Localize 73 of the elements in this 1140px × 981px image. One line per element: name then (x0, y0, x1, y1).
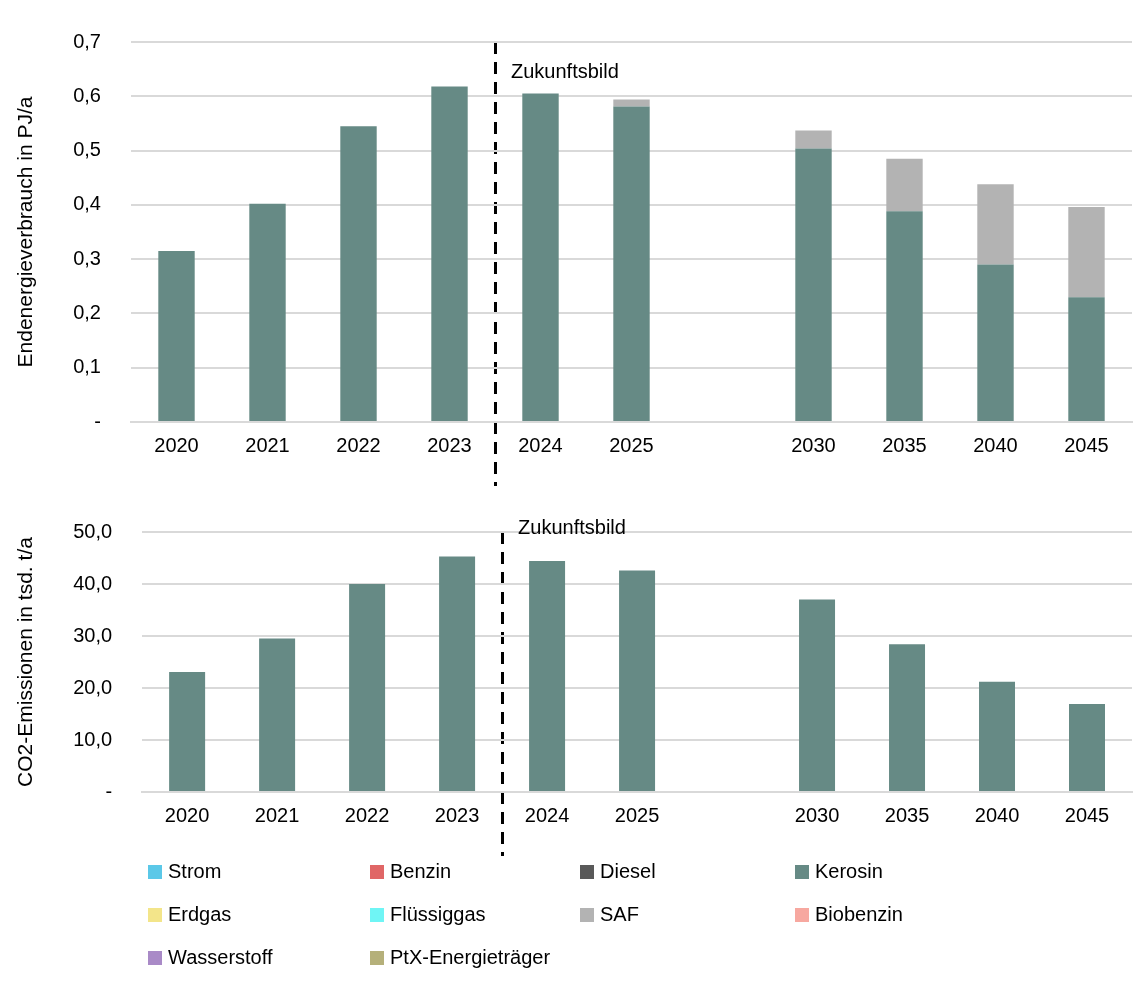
bar (249, 203, 286, 421)
bar (529, 561, 566, 791)
legend-label: Kerosin (815, 860, 883, 883)
bar (613, 106, 650, 421)
y-tick-label: 20,0 (73, 675, 113, 698)
y-tick-label: - (94, 409, 101, 432)
x-tick-label: 2035 (884, 803, 930, 826)
legend-label: PtX-Energieträger (390, 946, 551, 969)
bar (1068, 297, 1105, 421)
bar (979, 681, 1016, 791)
y-tick-label: 50,0 (73, 519, 113, 542)
bar (977, 184, 1014, 265)
y-tick-label: 40,0 (73, 571, 113, 594)
legend-label: Biobenzin (815, 903, 903, 926)
bar (340, 126, 377, 421)
x-tick-label: 2024 (518, 433, 563, 456)
x-tick-label: 2030 (791, 433, 836, 456)
bar (1068, 207, 1105, 298)
y-tick-label: 0,1 (73, 355, 101, 378)
bar (889, 644, 926, 791)
bar (799, 599, 836, 791)
x-tick-label: 2025 (609, 433, 654, 456)
y-tick-label: 0,6 (73, 83, 101, 106)
annotation: Zukunftsbild (518, 515, 626, 538)
x-tick-label: 2020 (164, 803, 210, 826)
bar (619, 570, 656, 791)
y-tick-label: 30,0 (73, 623, 113, 646)
y-tick-label: 0,3 (73, 246, 101, 269)
bar (795, 130, 832, 149)
legend-label: Benzin (390, 860, 452, 883)
bar (158, 251, 195, 421)
x-tick-label: 2040 (974, 803, 1020, 826)
x-tick-label: 2022 (336, 433, 381, 456)
x-tick-label: 2023 (427, 433, 472, 456)
bar (886, 211, 923, 421)
x-tick-label: 2045 (1064, 433, 1109, 456)
annotation: Zukunftsbild (511, 59, 619, 82)
bar (169, 671, 206, 791)
bar (439, 556, 476, 791)
x-tick-label: 2021 (254, 803, 300, 826)
x-tick-label: 2045 (1064, 803, 1110, 826)
x-tick-label: 2020 (154, 433, 199, 456)
bar (977, 264, 1014, 421)
y-tick-label: 0,7 (73, 29, 101, 52)
legend-label: Flüssiggas (390, 903, 486, 926)
x-tick-label: 2035 (882, 433, 927, 456)
y-tick-label: 10,0 (73, 727, 113, 750)
x-tick-label: 2040 (973, 433, 1018, 456)
bar (795, 148, 832, 421)
x-tick-label: 2024 (524, 803, 570, 826)
bar (349, 584, 386, 791)
x-tick-label: 2021 (245, 433, 290, 456)
y-tick-label: 0,2 (73, 300, 101, 323)
legend-label: SAF (600, 903, 639, 926)
legend-label: Wasserstoff (168, 946, 273, 969)
x-tick-label: 2030 (794, 803, 840, 826)
bar (431, 86, 468, 421)
bar (259, 638, 296, 791)
bar (613, 99, 650, 107)
y-tick-label: 0,5 (73, 138, 101, 161)
y-axis-title: CO2-Emissionen in tsd. t/a (13, 536, 37, 787)
x-tick-label: 2025 (614, 803, 660, 826)
y-tick-label: - (105, 779, 113, 802)
bar (1069, 704, 1105, 791)
legend-label: Erdgas (168, 903, 232, 926)
legend-label: Diesel (600, 860, 656, 883)
x-tick-label: 2022 (344, 803, 390, 826)
x-tick-label: 2023 (434, 803, 480, 826)
bar (886, 158, 923, 212)
bar (522, 93, 559, 421)
y-axis-title: Endenergieverbrauch in PJ/a (13, 96, 37, 368)
legend-label: Strom (168, 860, 222, 883)
y-tick-label: 0,4 (73, 192, 101, 215)
